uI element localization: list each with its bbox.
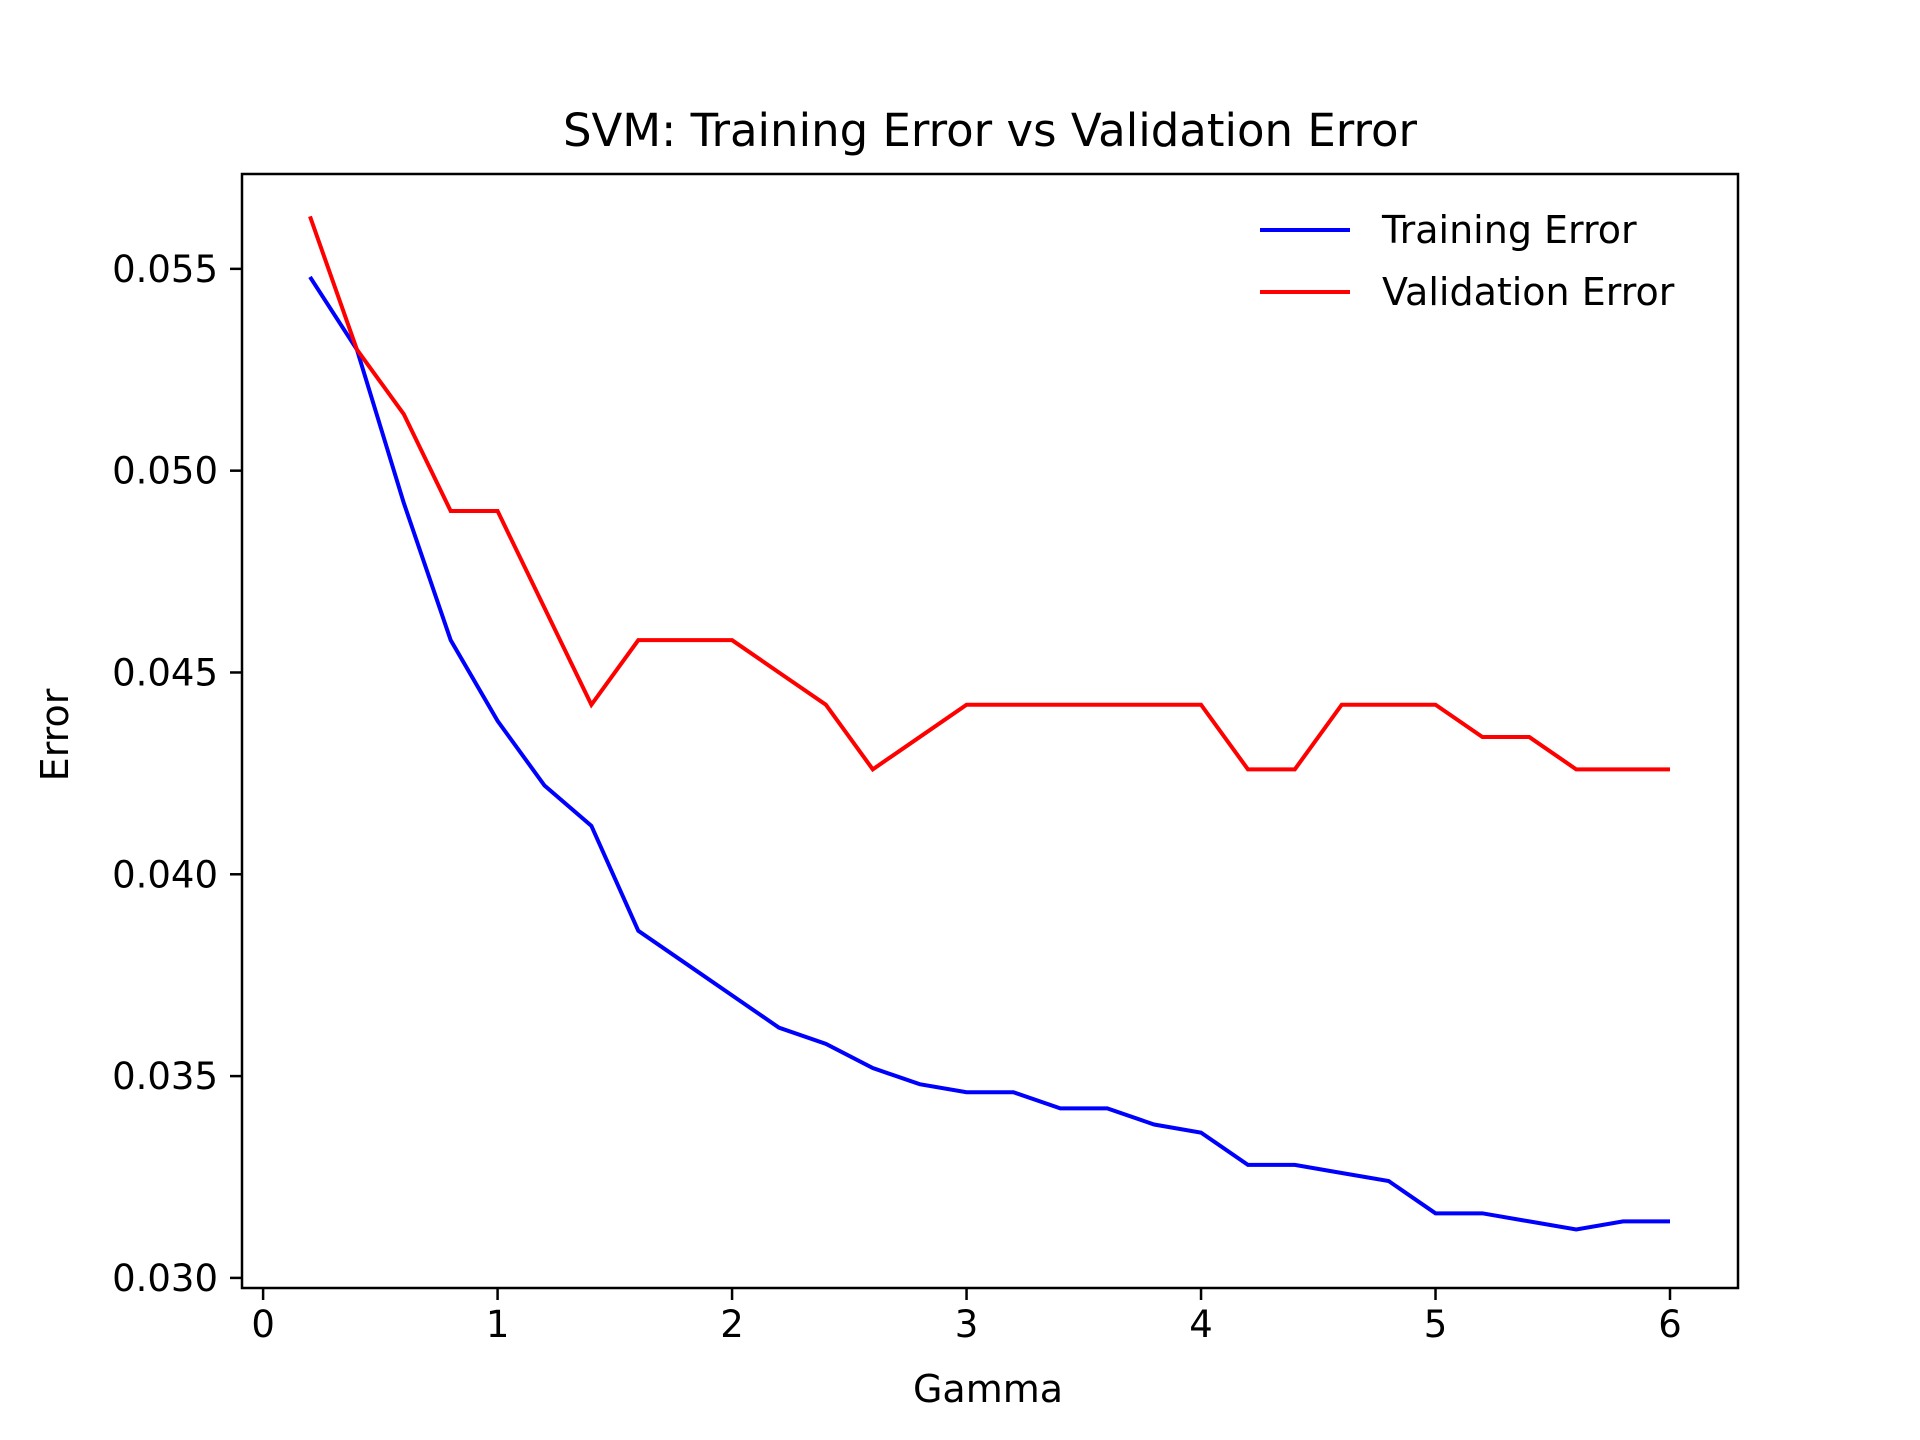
y-tick-label: 0.050 <box>112 450 218 493</box>
y-axis-label: Error <box>33 688 77 781</box>
plot-frame <box>240 172 1740 1290</box>
y-tick-label: 0.045 <box>112 651 218 694</box>
x-tick-label: 6 <box>1658 1303 1682 1346</box>
y-tick-label: 0.030 <box>112 1257 218 1300</box>
x-tick-label: 1 <box>486 1303 510 1346</box>
x-tick-label: 0 <box>251 1303 275 1346</box>
chart-title: SVM: Training Error vs Validation Error <box>563 104 1418 157</box>
x-tick-label: 5 <box>1424 1303 1448 1346</box>
legend-label-training-error: Training Error <box>1381 208 1637 252</box>
series-line-training-error <box>308 275 1670 1232</box>
legend: Training Error Validation Error <box>1260 208 1675 314</box>
series-line-validation-error <box>308 215 1670 773</box>
y-tick-label: 0.055 <box>112 248 218 291</box>
axes-layer: 0 1 2 3 4 5 6 0.030 0.035 0.040 0.045 0.050 0.055 <box>112 248 1682 1346</box>
x-tick-label: 4 <box>1189 1303 1213 1346</box>
x-axis-label: Gamma <box>913 1367 1063 1411</box>
plot-layer <box>308 215 1670 1232</box>
x-tick-label: 3 <box>955 1303 979 1346</box>
y-tick-label: 0.040 <box>112 853 218 896</box>
y-tick-label: 0.035 <box>112 1055 218 1098</box>
legend-label-validation-error: Validation Error <box>1382 270 1675 314</box>
x-tick-label: 2 <box>720 1303 744 1346</box>
